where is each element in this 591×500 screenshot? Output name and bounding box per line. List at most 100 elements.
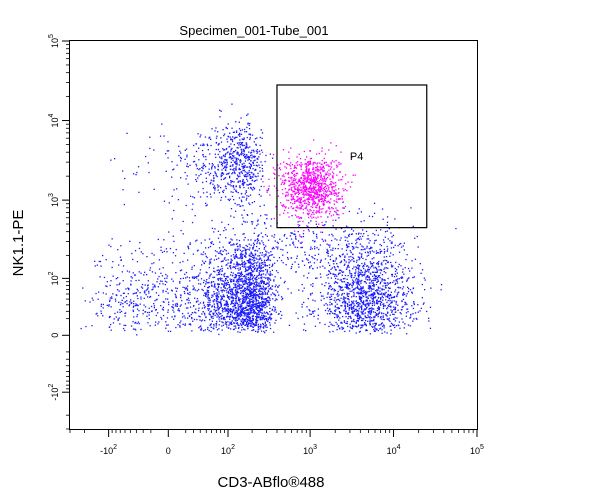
data-point-pop-1 <box>234 317 236 319</box>
data-point-pop-3 <box>248 158 250 160</box>
data-point-pop-2 <box>374 316 376 319</box>
data-point-pop-1 <box>240 256 242 259</box>
data-point-pop-2 <box>393 280 395 282</box>
data-point-pop-1 <box>223 275 225 277</box>
data-point-pop-1 <box>237 324 239 326</box>
data-point-pop-1 <box>250 291 252 294</box>
data-point-pop-2 <box>389 314 391 316</box>
data-point-pop-5 <box>283 161 285 163</box>
data-point-pop-5 <box>269 194 271 196</box>
data-point-pop-2 <box>328 270 331 273</box>
data-point-pop-1 <box>253 294 255 296</box>
data-point-pop-3 <box>243 165 245 167</box>
data-point-pop-2 <box>384 236 386 238</box>
data-point-pop-2 <box>338 286 340 288</box>
data-point-pop-3 <box>233 167 235 170</box>
data-point-pop-1 <box>242 250 244 252</box>
data-point-pop-3 <box>185 204 187 207</box>
data-point-pop-1 <box>166 281 168 283</box>
data-point-pop-5 <box>321 179 323 181</box>
data-point-pop-2 <box>381 278 383 281</box>
data-point-pop-2 <box>387 238 389 240</box>
data-point-pop-5 <box>294 166 296 168</box>
data-point-pop-1 <box>152 286 154 288</box>
data-point-pop-2 <box>343 281 346 283</box>
data-point-pop-1 <box>269 299 271 302</box>
data-point-pop-2 <box>357 281 359 283</box>
data-point-pop-1 <box>255 302 257 304</box>
data-point-pop-1 <box>254 310 256 312</box>
data-point-pop-3 <box>245 142 247 144</box>
data-point-pop-1 <box>243 296 245 298</box>
data-point-pop-5 <box>316 169 318 171</box>
data-point-pop-4 <box>244 236 246 239</box>
data-point-pop-3 <box>249 163 252 165</box>
data-point-pop-1 <box>258 313 260 315</box>
data-point-pop-1 <box>142 309 144 311</box>
data-point-pop-1 <box>249 308 251 311</box>
data-point-pop-3 <box>230 185 232 187</box>
data-point-pop-1 <box>209 245 212 248</box>
data-point-pop-2 <box>343 264 345 266</box>
data-point-pop-1 <box>215 295 218 298</box>
data-point-pop-1 <box>234 234 236 236</box>
data-point-pop-1 <box>222 324 225 326</box>
data-point-pop-1 <box>258 305 261 307</box>
data-point-pop-5 <box>329 201 331 204</box>
data-point-pop-3 <box>213 177 215 179</box>
data-point-pop-4 <box>371 263 374 265</box>
data-point-pop-1 <box>234 273 236 276</box>
data-point-pop-1 <box>150 305 153 308</box>
data-point-pop-2 <box>339 287 342 289</box>
data-point-pop-3 <box>261 132 264 134</box>
data-point-pop-1 <box>269 314 271 316</box>
data-point-pop-1 <box>119 282 121 284</box>
data-point-pop-1 <box>240 254 242 256</box>
data-point-pop-2 <box>407 290 410 293</box>
data-point-pop-3 <box>184 158 186 160</box>
data-point-pop-1 <box>258 242 261 244</box>
data-point-pop-2 <box>308 272 310 274</box>
data-point-pop-3 <box>245 190 247 192</box>
data-point-pop-2 <box>360 296 362 298</box>
data-point-pop-4 <box>258 255 261 257</box>
data-point-pop-1 <box>250 290 252 292</box>
data-point-pop-1 <box>223 285 225 287</box>
data-point-pop-4 <box>315 233 318 236</box>
data-point-pop-3 <box>247 159 249 161</box>
data-point-pop-2 <box>336 281 338 284</box>
data-point-pop-2 <box>377 276 380 278</box>
data-point-pop-1 <box>236 242 238 245</box>
data-point-pop-1 <box>221 273 223 276</box>
data-point-pop-1 <box>190 324 192 326</box>
data-point-pop-1 <box>221 291 223 293</box>
data-point-pop-3 <box>261 167 263 170</box>
data-point-pop-5 <box>321 167 323 169</box>
data-point-pop-2 <box>391 311 393 313</box>
data-point-pop-5 <box>324 188 326 191</box>
data-point-pop-2 <box>346 286 348 288</box>
data-point-pop-2 <box>355 279 357 281</box>
data-point-pop-1 <box>208 266 210 269</box>
data-point-pop-1 <box>262 281 264 284</box>
data-point-pop-2 <box>383 271 385 273</box>
data-point-pop-2 <box>373 242 375 244</box>
data-point-pop-4 <box>283 235 285 237</box>
data-point-pop-1 <box>248 283 251 285</box>
data-point-pop-1 <box>262 305 264 307</box>
data-point-pop-1 <box>235 283 237 286</box>
data-point-pop-1 <box>240 307 242 309</box>
data-point-pop-1 <box>200 283 202 285</box>
data-point-pop-3 <box>262 170 264 172</box>
data-point-pop-1 <box>209 301 211 303</box>
data-point-pop-3 <box>243 181 245 183</box>
data-point-pop-1 <box>262 285 264 287</box>
data-point-pop-1 <box>238 279 240 281</box>
data-point-pop-1 <box>219 306 221 309</box>
data-point-pop-1 <box>119 256 122 258</box>
data-point-pop-2 <box>324 258 327 260</box>
data-point-pop-2 <box>361 311 363 314</box>
data-point-pop-3 <box>209 193 211 195</box>
data-point-pop-5 <box>323 204 325 206</box>
data-point-pop-2 <box>335 321 337 324</box>
